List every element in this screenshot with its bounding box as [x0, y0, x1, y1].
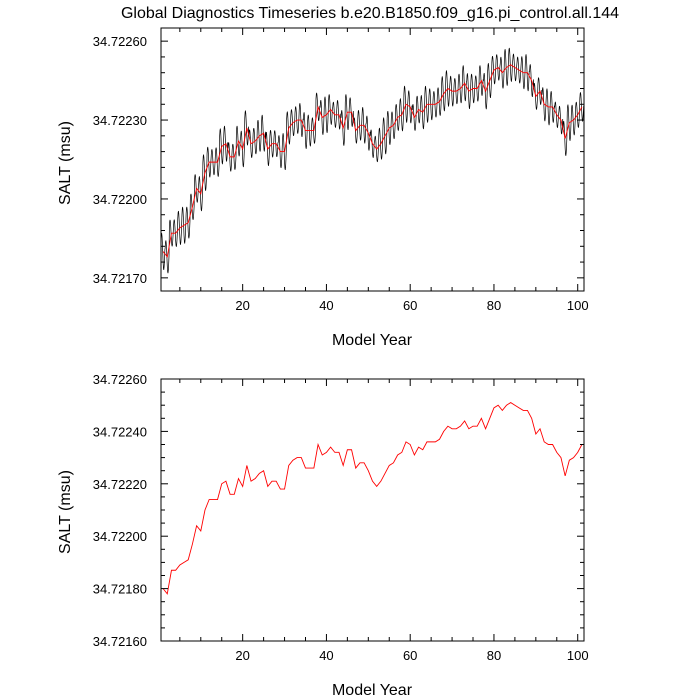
y-tick-label: 34.72240 — [93, 424, 147, 439]
y-tick-label: 34.72200 — [93, 192, 147, 207]
x-tick-label: 20 — [235, 298, 249, 313]
y-tick-label: 34.72200 — [93, 529, 147, 544]
series-line-annual-mean — [162, 64, 583, 258]
x-tick-label: 80 — [487, 648, 501, 663]
x-tick-label: 100 — [567, 298, 589, 313]
plot-frame — [160, 27, 585, 292]
y-axis-label: SALT (msu) — [57, 470, 74, 554]
y-tick-label: 34.72180 — [93, 582, 147, 597]
x-tick-label: 60 — [403, 298, 417, 313]
x-tick-label: 80 — [487, 298, 501, 313]
y-tick-label: 34.72170 — [93, 271, 147, 286]
x-tick-label: 40 — [319, 298, 333, 313]
x-tick-label: 100 — [567, 648, 589, 663]
top-chart: 20 40 60 80 100 34.72170 34.72200 34.72230 34.72… — [57, 27, 589, 349]
y-tick-label: 34.72260 — [93, 372, 147, 387]
x-axis-label: Model Year — [332, 682, 413, 699]
y-tick-label: 34.72220 — [93, 477, 147, 492]
x-tick-label: 40 — [319, 648, 333, 663]
x-tick-label: 20 — [235, 648, 249, 663]
y-tick-label: 34.72230 — [93, 113, 147, 128]
bottom-chart: 20 40 60 80 100 34.72160 34.72180 34.72200 34.72… — [57, 372, 589, 699]
y-axis-label: SALT (msu) — [57, 121, 74, 205]
series-line-monthly — [161, 47, 584, 274]
x-axis-label: Model Year — [332, 332, 413, 349]
series-line-annual-mean — [162, 402, 583, 595]
y-tick-label: 34.72260 — [93, 34, 147, 49]
y-tick-label: 34.72160 — [93, 634, 147, 649]
x-tick-label: 60 — [403, 648, 417, 663]
plot-frame — [160, 378, 585, 642]
chart-title: Global Diagnostics Timeseries b.e20.B185… — [121, 5, 619, 22]
